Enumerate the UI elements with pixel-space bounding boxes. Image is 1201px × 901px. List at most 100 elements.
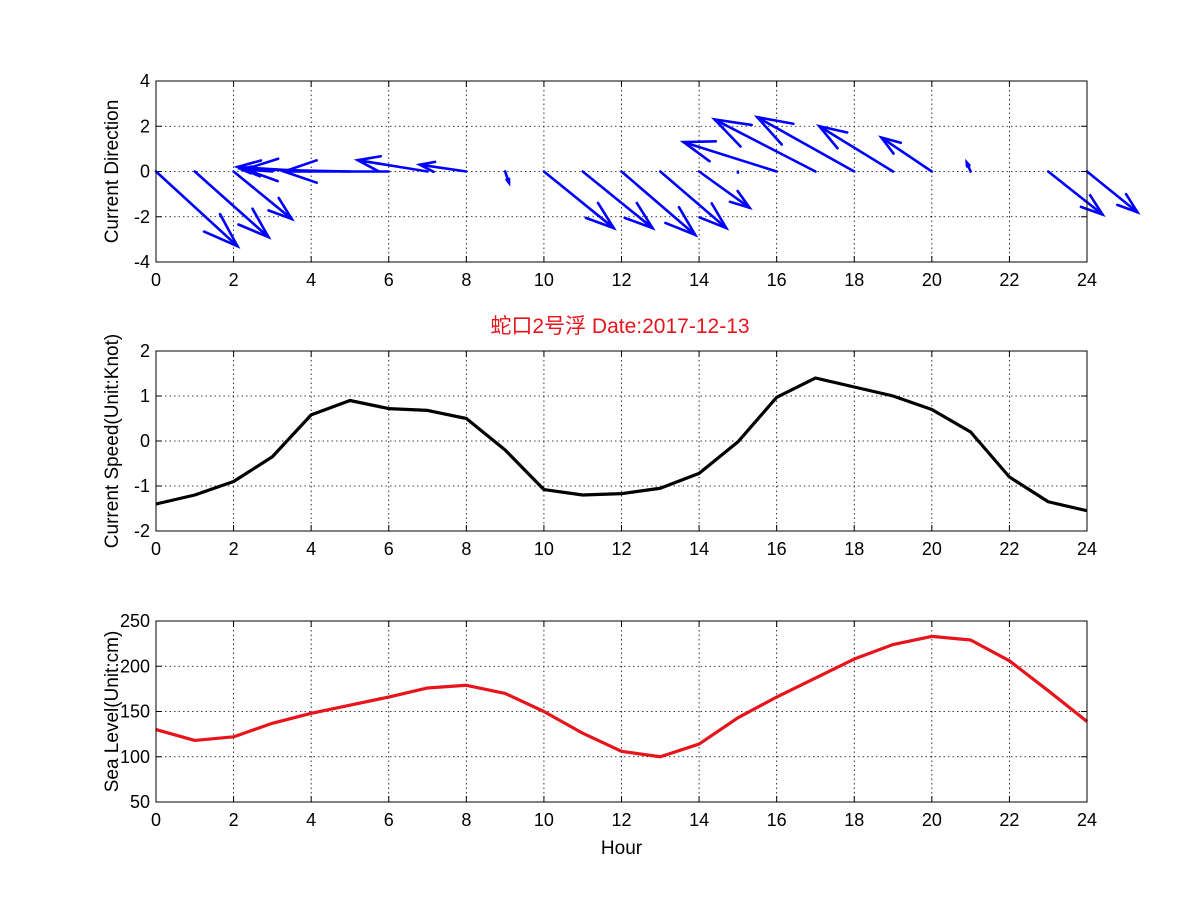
x-tick-label: 4 (306, 810, 316, 830)
arrow (1085, 170, 1141, 215)
x-tick-label: 14 (689, 270, 709, 290)
y-tick-label: 150 (120, 702, 150, 722)
x-tick-label: 0 (151, 539, 161, 559)
arrow-shaft (682, 140, 778, 173)
x-tick-label: 6 (384, 539, 394, 559)
arrow-head (728, 189, 753, 211)
series-point (737, 717, 739, 719)
series-point (233, 736, 235, 738)
arrow-head (237, 207, 272, 240)
x-tick-label: 10 (534, 810, 554, 830)
series-point (543, 711, 545, 712)
x-tick-label: 0 (151, 270, 161, 290)
arrow-head (664, 205, 699, 238)
y-tick-label: 2 (140, 116, 150, 136)
series-point (1047, 501, 1049, 503)
x-axis-label: Hour (601, 838, 643, 859)
series-point (698, 743, 700, 745)
series-point (194, 494, 196, 496)
x-tick-label: 0 (151, 810, 161, 830)
series-point (427, 687, 429, 689)
y-tick-label: 0 (140, 162, 150, 182)
x-tick-label: 24 (1077, 539, 1097, 559)
arrow-head (353, 154, 383, 173)
arrow-head (753, 115, 795, 146)
arrow-head (698, 202, 730, 231)
arrow-shaft (658, 170, 728, 230)
series-point (582, 732, 584, 734)
series-point (465, 418, 467, 419)
arrow (581, 170, 656, 231)
arrow (353, 154, 429, 173)
y-tick-label: 0 (140, 431, 150, 451)
arrow (241, 157, 352, 183)
series-point (621, 493, 622, 495)
x-tick-label: 16 (767, 810, 787, 830)
arrow-head (711, 117, 753, 148)
arrow (193, 170, 272, 240)
x-tick-label: 24 (1077, 270, 1097, 290)
arrow (542, 170, 617, 231)
series-point (271, 456, 273, 458)
y-tick-label: -2 (134, 207, 150, 227)
series-point (931, 409, 933, 410)
y-tick-label: 50 (130, 792, 150, 812)
series-point (814, 677, 816, 679)
series-point (388, 696, 390, 698)
x-tick-label: 8 (461, 810, 471, 830)
arrow-head (584, 201, 617, 231)
x-tick-label: 20 (922, 270, 942, 290)
series-point (1008, 476, 1010, 478)
arrow (280, 158, 391, 185)
series-point (659, 756, 661, 758)
arrow-head (623, 201, 656, 231)
arrow-head (241, 157, 280, 183)
x-tick-label: 22 (999, 810, 1019, 830)
arrow-shaft (1046, 170, 1104, 216)
arrow (878, 135, 934, 173)
series-point (543, 489, 545, 491)
series-point (892, 644, 894, 646)
arrow-head (815, 124, 849, 150)
arrow-shaft (1085, 170, 1139, 214)
arrow-head (1116, 192, 1141, 215)
arrow-shaft (755, 115, 856, 173)
arrow-head (1079, 193, 1106, 217)
arrow (658, 170, 730, 231)
arrow-head (679, 140, 718, 163)
y-tick-label: -1 (134, 476, 150, 496)
arrow-head (267, 196, 295, 222)
series-point (970, 431, 972, 433)
arrow (815, 124, 895, 173)
y-tick-label: 200 (120, 656, 150, 676)
series-point (194, 739, 196, 741)
arrow (415, 160, 468, 174)
series-point (388, 408, 390, 410)
x-tick-label: 8 (461, 270, 471, 290)
x-tick-label: 18 (844, 270, 864, 290)
x-tick-label: 4 (306, 539, 316, 559)
x-tick-label: 18 (844, 810, 864, 830)
x-tick-label: 24 (1077, 810, 1097, 830)
series-point (814, 377, 816, 379)
x-tick-label: 2 (229, 539, 239, 559)
arrow-shaft (581, 170, 654, 230)
x-tick-label: 6 (384, 810, 394, 830)
series-point (427, 409, 429, 411)
x-tick-label: 10 (534, 539, 554, 559)
arrow-shaft (620, 170, 697, 237)
y-tick-label: 100 (120, 747, 150, 767)
y-tick-label: 4 (140, 71, 150, 91)
arrow (679, 140, 778, 173)
arrow (503, 170, 511, 187)
series-point (892, 395, 894, 397)
arrow (620, 170, 699, 238)
x-tick-label: 2 (229, 810, 239, 830)
arrow-shaft (697, 170, 751, 209)
x-tick-label: 16 (767, 539, 787, 559)
arrow-shaft (542, 170, 616, 230)
x-tick-label: 6 (384, 270, 394, 290)
